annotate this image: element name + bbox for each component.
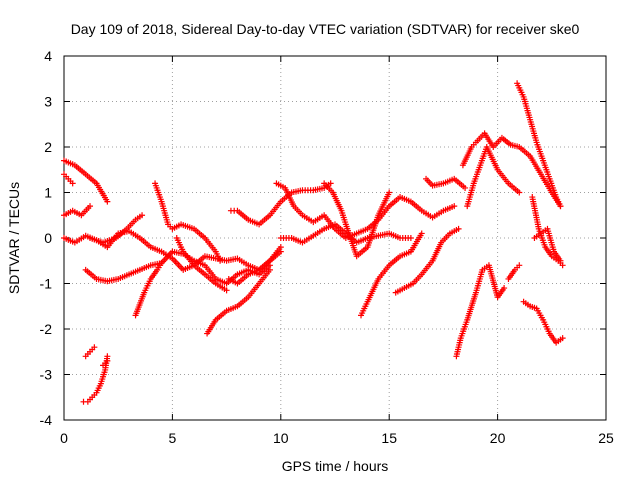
data-point [559,262,566,269]
data-point [386,189,393,196]
data-point [139,212,146,219]
x-tick-label: 0 [60,430,68,446]
data-point [557,203,564,210]
data-point [501,285,508,292]
data-series [505,262,523,282]
x-tick-label: 25 [598,430,614,446]
x-tick-label: 10 [273,430,289,446]
data-point [516,189,523,196]
y-tick-label: -3 [40,367,53,383]
data-series [132,260,165,319]
data-series [80,353,111,405]
x-tick-label: 5 [169,430,177,446]
data-point [266,266,273,273]
data-series [392,225,462,296]
data-point [451,203,458,210]
data-series [152,180,224,264]
data-point [559,335,566,342]
y-tick-label: 4 [44,48,52,64]
data-point [217,257,224,264]
data-point [327,180,334,187]
data-series [459,130,564,210]
data-series [61,203,94,219]
data-series [61,171,76,187]
data-series [531,225,564,264]
data-point [223,287,230,294]
y-tick-label: 2 [44,139,52,155]
data-series [520,298,566,346]
x-tick-label: 15 [381,430,397,446]
axes: 0 5 10 15 20 25 -4 -3 -2 -1 0 1 2 3 4 [40,48,614,446]
x-tick-label: 20 [490,430,506,446]
data-point [158,260,165,267]
data-series [453,262,508,360]
data-point [277,248,284,255]
y-tick-label: -1 [40,276,53,292]
data-point [407,235,414,241]
data-series [514,80,564,210]
data-point [455,225,462,232]
data-point [104,198,111,205]
data-point [557,257,564,264]
data-series [277,221,414,246]
data-series [423,175,469,191]
data-series [358,230,425,319]
data-point [462,184,469,191]
data-series [204,266,273,337]
y-tick-label: 1 [44,185,52,201]
data-series [464,144,523,210]
x-axis-label: GPS time / hours [282,458,389,474]
data-series [82,344,98,360]
data-series [273,180,458,241]
data-point [104,353,111,360]
data-point [69,180,76,187]
data-series [87,212,146,246]
y-tick-label: -2 [40,321,53,337]
data-point [91,344,98,351]
y-tick-label: 3 [44,94,52,110]
data-series [225,248,284,287]
data-series [173,235,230,294]
data-series [227,180,334,228]
data-point [87,203,94,210]
data-point [516,262,523,269]
grid-lines [64,56,606,420]
y-axis-label: SDTVAR / TECUs [6,182,22,294]
y-tick-label: 0 [44,230,52,246]
chart-title: Day 109 of 2018, Sidereal Day-to-day VTE… [71,21,580,37]
data-series [82,248,273,287]
data-series [61,157,111,205]
y-tick-label: -4 [40,412,53,428]
data-points [61,80,566,405]
data-series [321,180,393,260]
data-point [418,230,425,237]
